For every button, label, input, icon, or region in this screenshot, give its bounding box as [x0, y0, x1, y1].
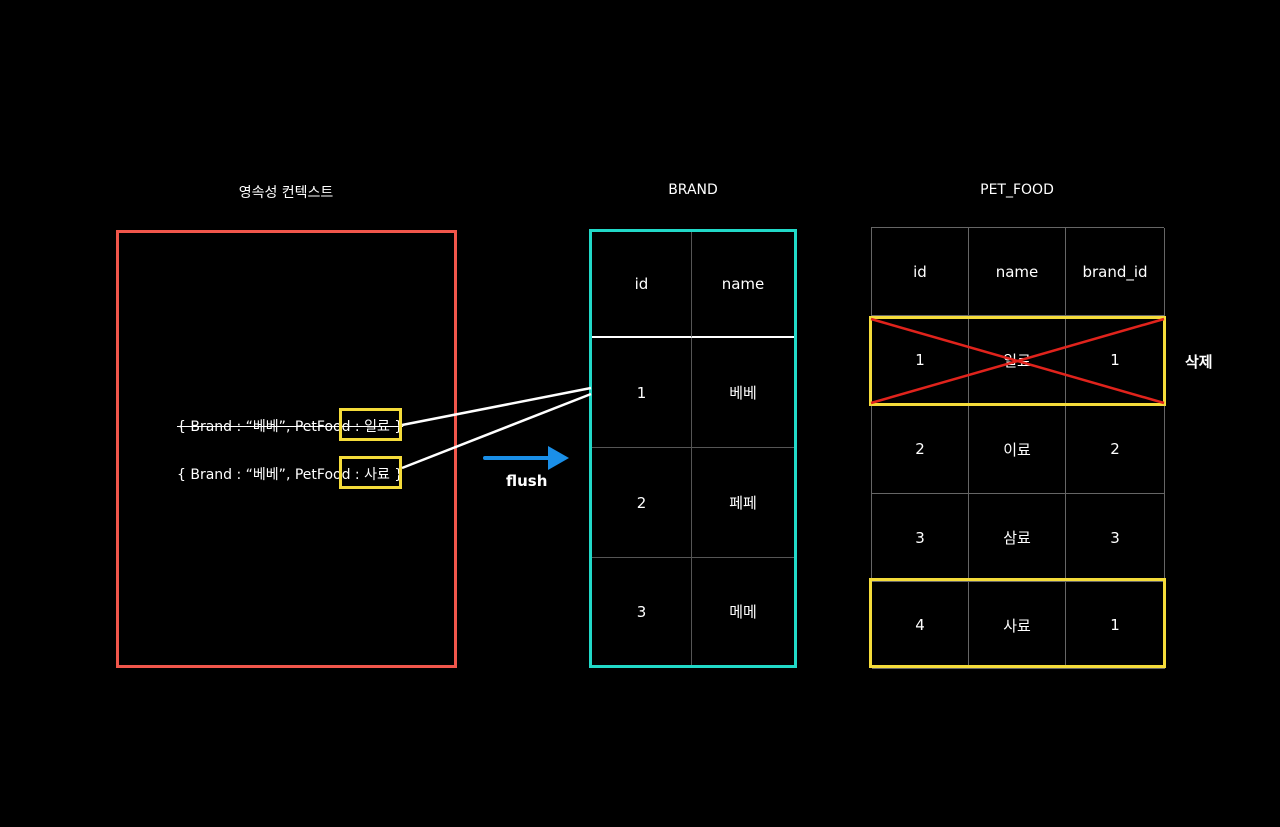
- brand-col-header-id: id: [592, 232, 692, 338]
- flush-arrow-icon: [483, 446, 569, 470]
- pet-cell-name: 사료: [969, 582, 1066, 669]
- brand-cell-name: 베베: [692, 338, 794, 448]
- persistence-context-title: 영속성 컨텍스트: [238, 185, 334, 201]
- pet-cell-name: 삼료: [969, 494, 1066, 582]
- entity-active: { Brand : “베베”, PetFood : 사료 }: [177, 467, 404, 483]
- entity-petfood-highlight-2: [339, 456, 402, 489]
- pet-cell-name: 이료: [969, 405, 1066, 494]
- pet-cell-id: 3: [872, 494, 969, 582]
- pet-food-table-title: PET_FOOD: [980, 182, 1054, 198]
- inserted-row-highlight: [869, 578, 1166, 668]
- brand-col-header-name: name: [692, 232, 794, 338]
- pet-cell-id: 2: [872, 405, 969, 494]
- pet-cell-id: 4: [872, 582, 969, 669]
- brand-table-title: BRAND: [668, 182, 718, 198]
- pet-col-header-name: name: [969, 228, 1066, 316]
- deleted-row-highlight: [869, 316, 1166, 406]
- pet-cell-brand-id: 3: [1066, 494, 1165, 582]
- flush-label: flush: [506, 472, 548, 490]
- delete-label: 삭제: [1185, 353, 1213, 371]
- brand-table: id name 1 베베 2 페페 3 메메: [592, 232, 794, 665]
- brand-cell-id: 1: [592, 338, 692, 448]
- brand-cell-id: 2: [592, 448, 692, 558]
- entity-petfood-highlight-1: [339, 408, 402, 441]
- pet-cell-brand-id: 2: [1066, 405, 1165, 494]
- brand-cell-name: 페페: [692, 448, 794, 558]
- persistence-context-box: [116, 230, 457, 668]
- pet-col-header-brand-id: brand_id: [1066, 228, 1165, 316]
- pet-col-header-id: id: [872, 228, 969, 316]
- brand-cell-name: 메메: [729, 603, 757, 621]
- entity-removed: { Brand : “베베”, PetFood : 일료 }: [177, 419, 404, 435]
- brand-cell-id: 3: [592, 558, 692, 665]
